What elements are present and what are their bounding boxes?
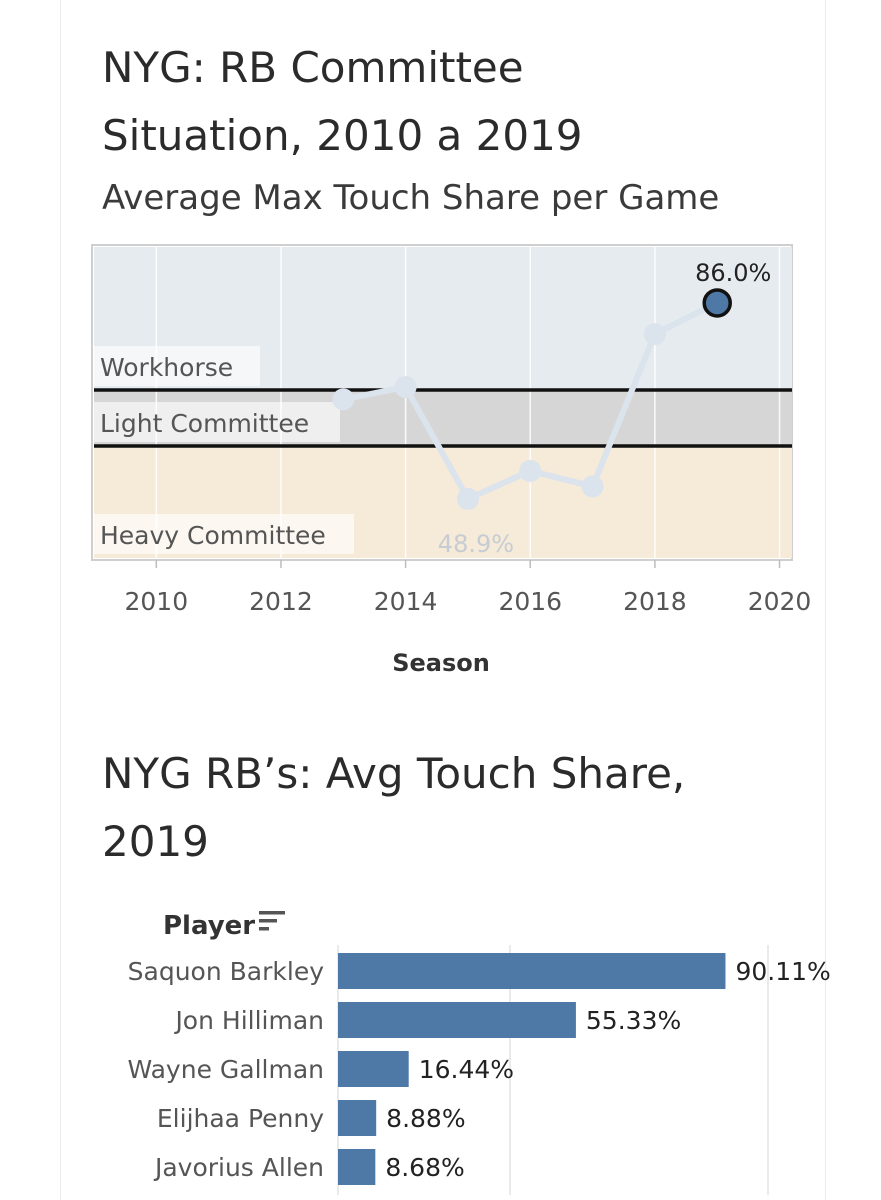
x-tick-label-2016: 2016 [498, 587, 562, 616]
band-label-light-committee: Light Committee [100, 409, 309, 438]
player-label: Wayne Gallman [127, 1055, 324, 1084]
bar-value-label: 55.33% [586, 1006, 681, 1035]
player-column-header: Player [163, 911, 255, 941]
data-label-2015: 48.9% [438, 530, 514, 558]
player-label: Saquon Barkley [128, 957, 325, 986]
bar-value-label: 8.68% [385, 1153, 464, 1182]
line-chart-subtitle: Average Max Touch Share per Game [102, 178, 720, 218]
band-label-heavy-committee: Heavy Committee [100, 521, 326, 550]
bar-javorius-allen[interactable] [338, 1149, 376, 1185]
bar-value-label: 90.11% [735, 957, 830, 986]
data-point-2015[interactable] [456, 487, 479, 510]
bar-chart[interactable]: Player Saquon Barkley 90.11% Jon Hilliman 5… [0, 895, 881, 1195]
data-point-2017[interactable] [581, 475, 604, 498]
bar-value-label: 16.44% [419, 1055, 514, 1084]
bar-row[interactable]: Jon Hilliman 55.33% [173, 1002, 681, 1038]
bar-row[interactable]: Javorius Allen 8.68% [153, 1149, 465, 1185]
data-point-2016[interactable] [519, 459, 542, 482]
line-chart-title-line-1: NYG: RB Committee [102, 43, 524, 92]
x-tick-label-2010: 2010 [125, 587, 189, 616]
player-label: Javorius Allen [153, 1153, 324, 1182]
bar-elijhaa-penny[interactable] [338, 1100, 377, 1136]
bar-wayne-gallman[interactable] [338, 1051, 409, 1087]
bar-value-label: 8.88% [386, 1104, 465, 1133]
data-point-2013[interactable] [332, 388, 355, 411]
bar-saquon-barkley[interactable] [338, 953, 726, 989]
sort-icon[interactable] [259, 911, 285, 931]
x-tick-label-2018: 2018 [623, 587, 687, 616]
bar-row[interactable]: Saquon Barkley 90.11% [128, 953, 831, 989]
x-tick-label-2012: 2012 [249, 587, 313, 616]
bar-row[interactable]: Elijhaa Penny 8.88% [157, 1100, 466, 1136]
data-label-2019: 86.0% [695, 259, 771, 287]
player-label: Elijhaa Penny [157, 1104, 324, 1133]
bar-row[interactable]: Wayne Gallman 16.44% [127, 1051, 514, 1087]
dashboard-card [60, 0, 826, 1200]
band-label-workhorse: Workhorse [100, 353, 233, 382]
player-label: Jon Hilliman [173, 1006, 324, 1035]
data-point-2018[interactable] [643, 323, 666, 346]
bar-chart-title-line-1: NYG RB’s: Avg Touch Share, [102, 749, 686, 798]
band-label-bg [94, 346, 260, 387]
bar-chart-title-line-2: 2019 [102, 817, 209, 866]
band-label-bg [94, 514, 354, 554]
x-tick-label-2014: 2014 [374, 587, 438, 616]
line-chart-title-line-2: Situation, 2010 a 2019 [102, 111, 583, 160]
x-tick-label-2020: 2020 [748, 587, 812, 616]
data-point-2014[interactable] [394, 375, 417, 398]
bar-jon-hilliman[interactable] [338, 1002, 576, 1038]
x-axis-title: Season [392, 649, 490, 677]
data-point-2019-highlighted[interactable] [702, 288, 732, 318]
band-label-bg [94, 402, 340, 443]
